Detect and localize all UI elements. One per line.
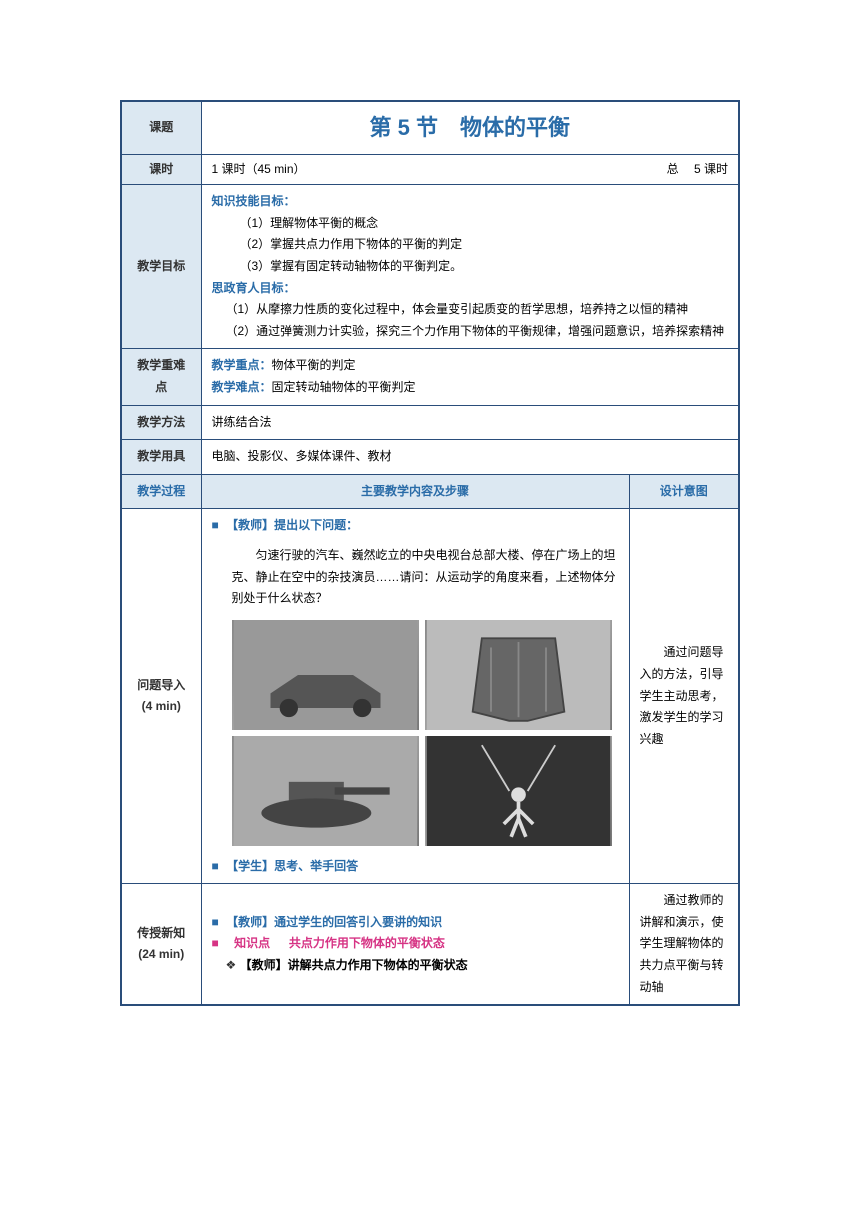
moral-item-2: （2）通过弹簧测力计实验，探究三个力作用下物体的平衡规律，增强问题意识，培养探索… [212, 321, 729, 343]
keypoints-content: 教学重点：物体平衡的判定 教学难点：固定转动轴物体的平衡判定 [201, 349, 739, 405]
square-bullet-icon: ■ [212, 936, 231, 950]
knowledge-item-3: （3）掌握有固定转动轴物体的平衡判定。 [212, 256, 729, 278]
tools-text: 电脑、投影仪、多媒体课件、教材 [201, 440, 739, 475]
teacher-prompt: ■ 【教师】提出以下问题： [212, 515, 619, 537]
difficult-label: 教学难点： [212, 380, 272, 394]
lesson-title: 第 5 节 物体的平衡 [370, 115, 570, 140]
tank-image [232, 736, 419, 846]
tools-label: 教学用具 [121, 440, 201, 475]
moral-heading: 思政育人目标： [212, 278, 729, 300]
square-bullet-icon: ■ [212, 915, 219, 929]
teach-time: (24 min) [132, 944, 191, 966]
key-text: 物体平衡的判定 [272, 358, 356, 372]
intro-time: (4 min) [132, 696, 191, 718]
teach-label: 传授新知 [132, 923, 191, 945]
car-image [232, 620, 419, 730]
difficult-text: 固定转动轴物体的平衡判定 [272, 380, 416, 394]
key-label: 教学重点： [212, 358, 272, 372]
lesson-plan-table: 课题 第 5 节 物体的平衡 课时 1 课时（45 min） 总 5 课时 教学… [120, 100, 740, 1006]
objectives-label: 教学目标 [121, 185, 201, 349]
objectives-content: 知识技能目标： （1）理解物体平衡的概念 （2）掌握共点力作用下物体的平衡的判定… [201, 185, 739, 349]
intro-label: 问题导入 [132, 675, 191, 697]
building-image [425, 620, 612, 730]
teach-line1: ■ 【教师】通过学生的回答引入要讲的知识 [212, 912, 619, 934]
square-bullet-icon: ■ [212, 859, 219, 873]
teach-line3: ❖ 【教师】讲解共点力作用下物体的平衡状态 [212, 955, 619, 977]
square-bullet-icon: ■ [212, 518, 219, 532]
knowledge-item-2: （2）掌握共点力作用下物体的平衡的判定 [212, 234, 729, 256]
process-header-1: 教学过程 [121, 474, 201, 509]
topic-label: 课题 [121, 101, 201, 154]
period-value: 1 课时（45 min） [212, 162, 306, 176]
acrobat-image [425, 736, 612, 846]
intro-design: 通过问题导入的方法，引导学生主动思考，激发学生的学习兴趣 [629, 509, 739, 884]
knowledge-heading: 知识技能目标： [212, 191, 729, 213]
intro-label-cell: 问题导入 (4 min) [121, 509, 201, 884]
student-response: ■ 【学生】思考、举手回答 [212, 856, 619, 878]
teach-design: 通过教师的讲解和演示，使学生理解物体的共力点平衡与转动轴 [629, 884, 739, 1005]
knowledge-item-1: （1）理解物体平衡的概念 [212, 213, 729, 235]
total-periods: 总 5 课时 [667, 159, 728, 181]
intro-content: ■ 【教师】提出以下问题： 匀速行驶的汽车、巍然屹立的中央电视台总部大楼、停在广… [201, 509, 629, 884]
process-header-3: 设计意图 [629, 474, 739, 509]
moral-item-1: （1）从摩擦力性质的变化过程中，体会量变引起质变的哲学思想，培养持之以恒的精神 [212, 299, 729, 321]
knowledge-point: ■ 知识点 共点力作用下物体的平衡状态 [212, 933, 619, 955]
period-value-cell: 1 课时（45 min） 总 5 课时 [201, 154, 739, 185]
method-text: 讲练结合法 [201, 405, 739, 440]
process-header-2: 主要教学内容及步骤 [201, 474, 629, 509]
teach-label-cell: 传授新知 (24 min) [121, 884, 201, 1005]
title-cell: 第 5 节 物体的平衡 [201, 101, 739, 154]
image-grid [232, 620, 612, 846]
method-label: 教学方法 [121, 405, 201, 440]
keypoints-label: 教学重难点 [121, 349, 201, 405]
teach-content: ■ 【教师】通过学生的回答引入要讲的知识 ■ 知识点 共点力作用下物体的平衡状态… [201, 884, 629, 1005]
period-label: 课时 [121, 154, 201, 185]
intro-question: 匀速行驶的汽车、巍然屹立的中央电视台总部大楼、停在广场上的坦克、静止在空中的杂技… [232, 545, 619, 610]
diamond-bullet-icon: ❖ [226, 958, 240, 972]
